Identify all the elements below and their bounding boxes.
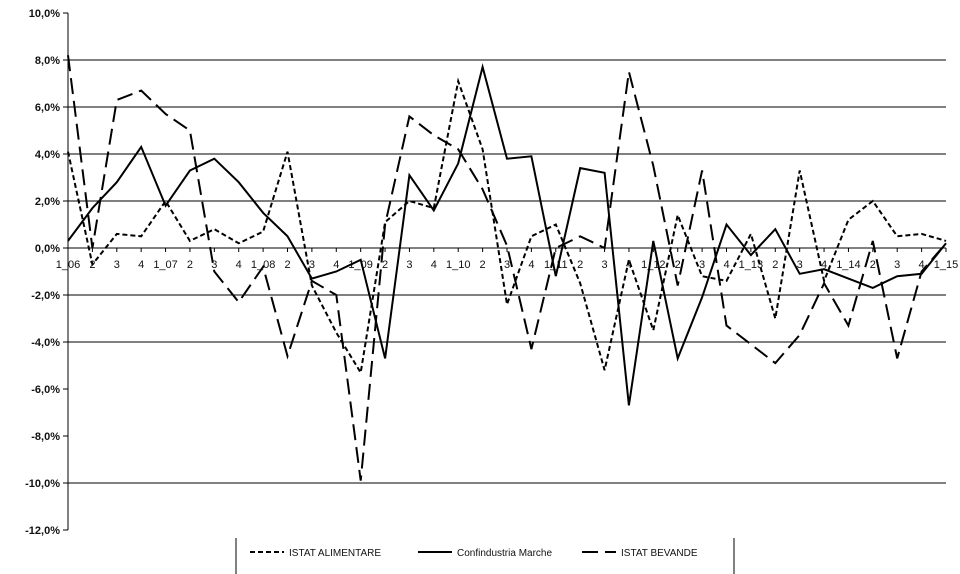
y-tick-label: 2,0% — [35, 196, 60, 208]
x-axis: 1_06 2 3 4 1_07 2 3 4 1_08 2 3 4 1_09 2 3 4 1_10 2 3 4 1_11 2… — [56, 248, 958, 271]
y-tick-label: -4,0% — [31, 337, 60, 349]
y-axis: 10,0% 8,0% 6,0% 4,0% 2,0% 0,0% -2,0% -4,0% -6,0%… — [25, 8, 69, 537]
x-tick-label: 1_13 — [739, 259, 763, 271]
legend-label-1: ISTAT ALIMENTARE — [289, 548, 381, 559]
y-tick-label: -6,0% — [31, 384, 60, 396]
x-tick-label: 2 — [577, 259, 583, 271]
x-tick-label: 3 — [211, 259, 217, 271]
x-tick-label: 4 — [528, 259, 534, 271]
x-tick-label: 4 — [333, 259, 339, 271]
x-tick-label: 3 — [699, 259, 705, 271]
x-tick-label: 4 — [919, 259, 925, 271]
x-tick-label: 1_11 — [544, 259, 568, 271]
x-tick-label: 4 — [821, 259, 827, 271]
x-tick-label: 4 — [626, 259, 632, 271]
x-tick-label: 2 — [772, 259, 778, 271]
x-tick-label: 1_06 — [56, 259, 80, 271]
x-tick-label: 1_12 — [641, 259, 665, 271]
y-tick-label: 6,0% — [35, 102, 60, 114]
x-tick-label: 2 — [870, 259, 876, 271]
legend: ISTAT ALIMENTARE Confindustria Marche ISTA… — [235, 538, 735, 574]
y-tick-label: -12,0% — [25, 525, 60, 537]
x-tick-label: 4 — [431, 259, 437, 271]
x-tick-label: 1_10 — [446, 259, 470, 271]
x-tick-label: 2 — [382, 259, 388, 271]
y-tick-label: 10,0% — [29, 8, 60, 20]
y-tick-label: 8,0% — [35, 55, 60, 67]
x-tick-label: 1_15 — [934, 259, 958, 271]
x-tick-label: 3 — [309, 259, 315, 271]
x-tick-label: 3 — [797, 259, 803, 271]
y-tick-label: -10,0% — [25, 478, 60, 490]
legend-label-3: ISTAT BEVANDE — [621, 548, 698, 559]
x-tick-label: 1_08 — [251, 259, 275, 271]
y-tick-label: -2,0% — [31, 290, 60, 302]
legend-label-2: Confindustria Marche — [457, 548, 552, 559]
x-tick-label: 1_07 — [153, 259, 177, 271]
y-tick-label: 4,0% — [35, 149, 60, 161]
series-line-1 — [67, 77, 947, 376]
series-line-3 — [67, 55, 947, 481]
x-tick-label: 3 — [406, 259, 412, 271]
x-tick-label: 1_14 — [836, 259, 860, 271]
x-tick-label: 3 — [504, 259, 510, 271]
x-tick-label: 2 — [675, 259, 681, 271]
x-tick-label: 2 — [480, 259, 486, 271]
series-layer — [67, 55, 947, 481]
x-tick-label: 4 — [138, 259, 144, 271]
x-tick-label: 3 — [114, 259, 120, 271]
x-tick-label: 2 — [187, 259, 193, 271]
series-line-2 — [67, 63, 947, 406]
x-tick-label: 3 — [894, 259, 900, 271]
y-tick-label: 0,0% — [35, 243, 60, 255]
x-tick-label: 4 — [723, 259, 729, 271]
x-tick-label: 3 — [601, 259, 607, 271]
y-tick-label: -8,0% — [31, 431, 60, 443]
x-tick-label: 4 — [236, 259, 242, 271]
x-tick-label: 2 — [284, 259, 290, 271]
